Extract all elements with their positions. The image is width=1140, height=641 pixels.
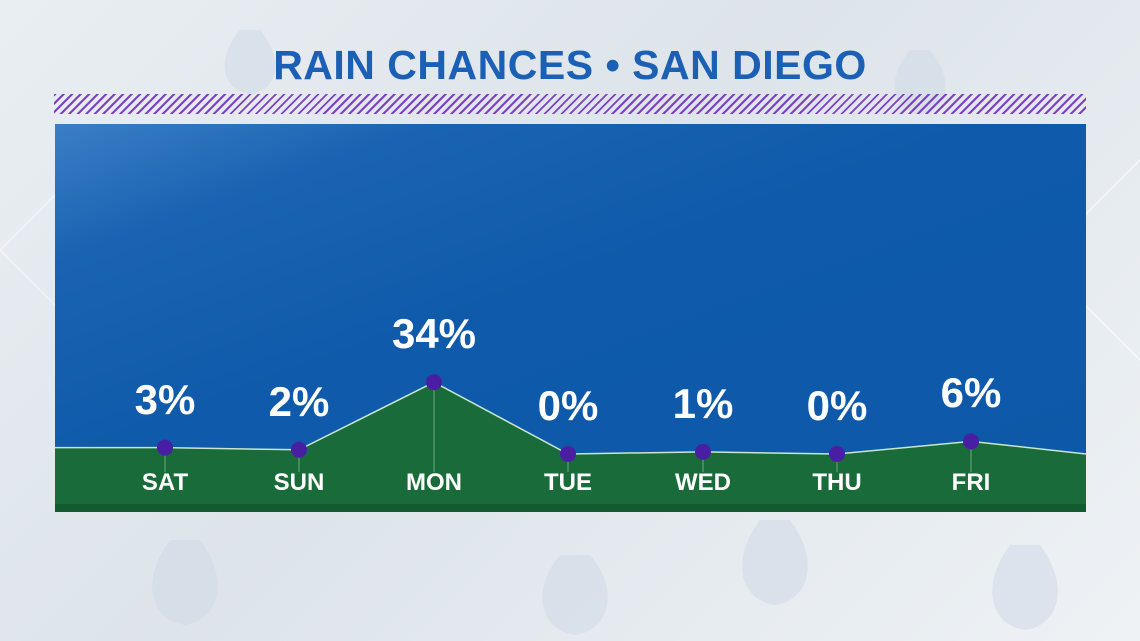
day-label-fri: FRI <box>951 469 991 496</box>
day-label-sat: SAT <box>141 469 189 496</box>
chart-title: RAIN CHANCES • SAN DIEGO <box>273 42 867 88</box>
value-label-sat: 3% <box>134 375 196 423</box>
title-divider-hatch <box>54 94 1086 114</box>
rain-chance-chart <box>55 374 1086 512</box>
day-label-sun: SUN <box>273 469 325 496</box>
value-label-wed: 1% <box>672 379 734 427</box>
rain-area-fill <box>55 382 1086 512</box>
data-point-fri <box>963 433 979 450</box>
day-label-mon: MON <box>406 469 462 496</box>
data-point-sat <box>157 439 173 456</box>
data-point-mon <box>426 374 442 391</box>
day-label-tue: TUE <box>544 469 592 496</box>
data-point-sun <box>291 441 307 458</box>
value-label-tue: 0% <box>537 382 599 429</box>
day-label-thu: THU <box>812 469 862 496</box>
data-point-wed <box>695 443 711 460</box>
value-label-thu: 0% <box>806 382 868 429</box>
value-label-mon: 34% <box>391 310 477 358</box>
value-label-fri: 6% <box>940 369 1002 417</box>
data-point-thu <box>829 446 845 462</box>
value-label-sun: 2% <box>268 377 330 425</box>
data-point-tue <box>560 446 576 462</box>
chart-panel: 3% SAT 2% SUN 34% MON 0% TUE 1% WED 0% THU 6% FRI <box>55 124 1086 512</box>
day-label-wed: WED <box>675 469 731 496</box>
area-bottom-band <box>55 504 1086 512</box>
